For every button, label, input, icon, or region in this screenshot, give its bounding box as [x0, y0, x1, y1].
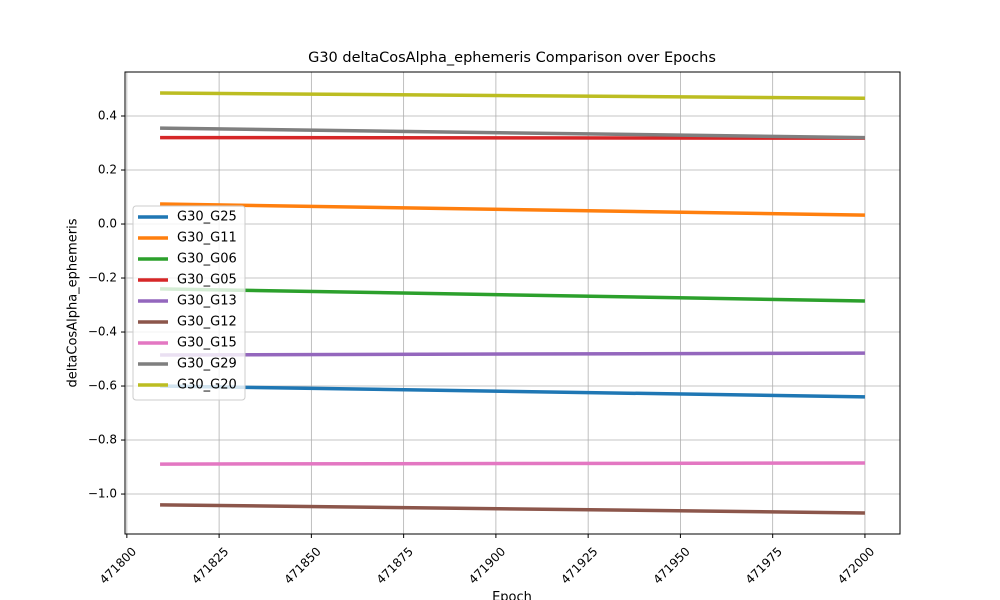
y-tick-label: 0.0: [98, 217, 117, 231]
y-tick-label: 0.2: [98, 163, 117, 177]
legend-label: G30_G20: [177, 378, 237, 393]
y-tick-label: 0.4: [98, 109, 117, 123]
y-tick-label: −0.8: [88, 433, 117, 447]
series-line: [160, 461, 865, 466]
plot-frame: [124, 71, 901, 535]
series-line: [160, 91, 865, 100]
y-tick-label: −0.4: [88, 325, 117, 339]
series-line: [160, 126, 865, 140]
series-line: [160, 287, 865, 303]
legend-label: G30_G05: [177, 273, 237, 288]
legend-label: G30_G15: [177, 336, 237, 351]
legend-label: G30_G06: [177, 252, 237, 267]
legend-label: G30_G13: [177, 294, 237, 309]
legend-label: G30_G25: [177, 210, 237, 225]
legend-label: G30_G12: [177, 315, 237, 330]
series-line: [160, 351, 865, 357]
y-tick-label: −0.6: [88, 379, 117, 393]
series-line: [160, 503, 865, 515]
series-line: [160, 135, 865, 140]
x-axis-label: Epoch: [492, 590, 532, 600]
legend: G30_G25 G30_G11 G30_G06 G30_G05 G30_G13 G30_G…: [132, 205, 246, 401]
series-line: [160, 202, 865, 217]
series-line: [160, 384, 865, 399]
chart-title: G30 deltaCosAlpha_ephemeris Comparison o…: [308, 50, 716, 66]
legend-box: [132, 205, 246, 401]
legend-label: G30_G29: [177, 357, 237, 372]
legend-label: G30_G11: [177, 231, 237, 246]
y-tick-label: −1.0: [88, 487, 117, 501]
y-axis-label: deltaCosAlpha_ephemeris: [66, 218, 81, 387]
y-tick-label: −0.2: [88, 271, 117, 285]
